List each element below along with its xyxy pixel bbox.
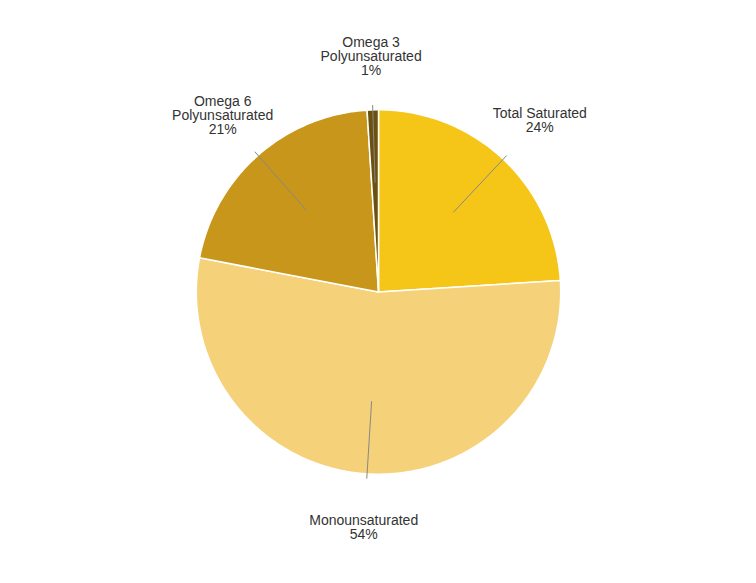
svg-text:Omega 3Polyunsaturated1%: Omega 3Polyunsaturated1%: [321, 34, 422, 78]
svg-text:Omega 6Polyunsaturated21%: Omega 6Polyunsaturated21%: [172, 93, 273, 137]
svg-text:Total Saturated24%: Total Saturated24%: [493, 105, 587, 135]
svg-text:Monounsaturated54%: Monounsaturated54%: [309, 512, 418, 542]
